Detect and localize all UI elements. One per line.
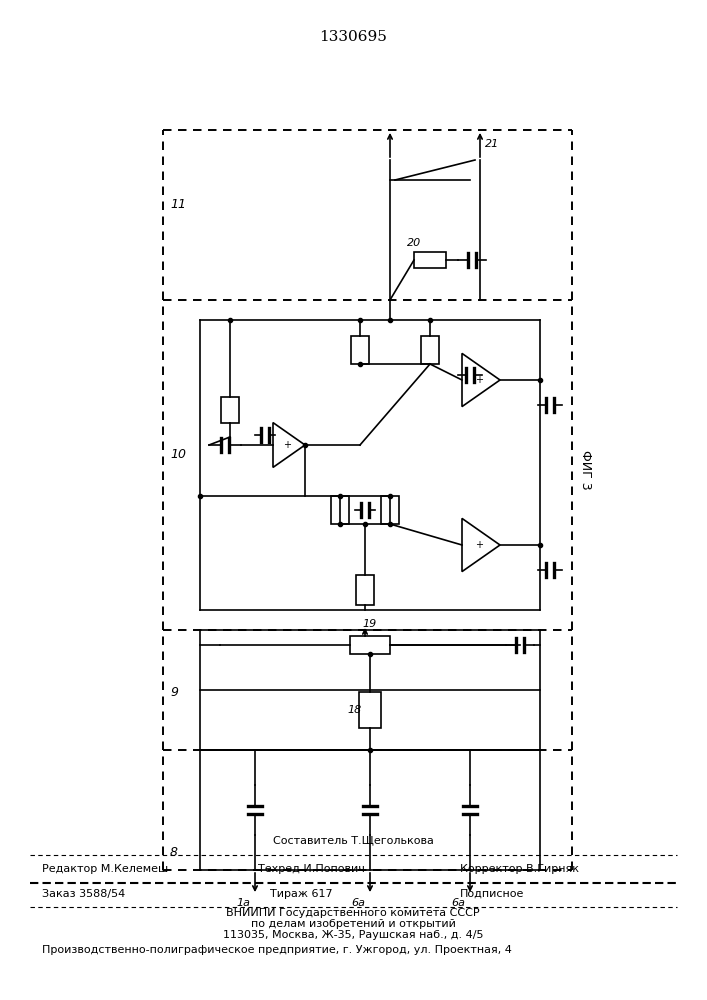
Text: 18: 18 <box>348 705 362 715</box>
Text: +: + <box>475 375 483 385</box>
Text: по делам изобретений и открытий: по делам изобретений и открытий <box>250 919 455 929</box>
Text: Заказ 3588/54: Заказ 3588/54 <box>42 889 125 899</box>
Text: ФИГ 3: ФИГ 3 <box>580 450 592 490</box>
Bar <box>331 496 349 524</box>
Bar <box>221 397 239 423</box>
Text: 6a: 6a <box>351 898 365 908</box>
Bar <box>381 496 399 524</box>
Text: Составитель Т.Щеголькова: Составитель Т.Щеголькова <box>273 835 433 845</box>
Text: Производственно-полиграфическое предприятие, г. Ужгород, ул. Проектная, 4: Производственно-полиграфическое предприя… <box>42 945 512 955</box>
Bar <box>421 336 439 364</box>
Text: Тираж 617: Тираж 617 <box>270 889 332 899</box>
Text: 8: 8 <box>170 846 178 858</box>
Text: ВНИИПИ Государственного комитета СССР: ВНИИПИ Государственного комитета СССР <box>226 908 480 918</box>
Text: 11: 11 <box>170 198 186 212</box>
Text: 20: 20 <box>407 238 421 248</box>
Text: 113035, Москва, Ж-35, Раушская наб., д. 4/5: 113035, Москва, Ж-35, Раушская наб., д. … <box>223 930 484 940</box>
Bar <box>351 336 369 364</box>
Text: 1a: 1a <box>236 898 250 908</box>
Text: 9: 9 <box>170 686 178 698</box>
Bar <box>414 252 446 268</box>
Polygon shape <box>462 518 500 572</box>
Bar <box>356 575 374 605</box>
Text: 6a: 6a <box>451 898 465 908</box>
Text: 10: 10 <box>170 448 186 462</box>
Text: +: + <box>475 540 483 550</box>
Text: 1330695: 1330695 <box>319 30 387 44</box>
Text: +: + <box>284 440 291 450</box>
Text: 19: 19 <box>363 619 377 629</box>
Text: Техред И.Попович: Техред И.Попович <box>258 864 365 874</box>
Polygon shape <box>273 423 305 467</box>
Bar <box>359 692 381 728</box>
Bar <box>350 636 390 654</box>
Text: Подписное: Подписное <box>460 889 525 899</box>
Text: Редактор М.Келемеш: Редактор М.Келемеш <box>42 864 168 874</box>
Polygon shape <box>462 353 500 407</box>
Text: Корректор В.Гирняк: Корректор В.Гирняк <box>460 864 579 874</box>
Text: 21: 21 <box>485 139 499 149</box>
